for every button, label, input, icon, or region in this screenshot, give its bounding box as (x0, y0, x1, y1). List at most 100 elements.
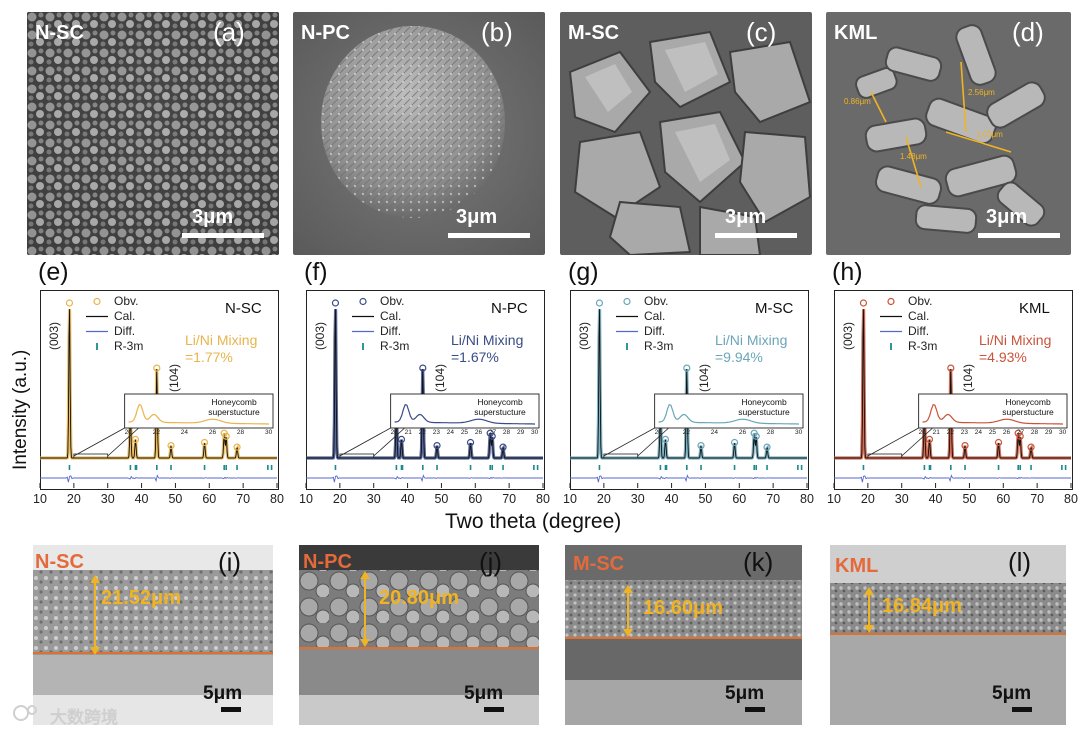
peak-label: (003) (841, 321, 856, 350)
inset-tick-label: 28 (766, 429, 775, 436)
zoom-guide (603, 427, 655, 457)
legend-entry: Obv. (86, 294, 143, 309)
inset-tick-label: 28 (236, 429, 245, 436)
legend-entry: R-3m (616, 339, 673, 354)
inset-tick-label: 20 (390, 429, 398, 436)
legend-label: Diff. (114, 324, 136, 338)
xs-sample-tag: KML (835, 555, 879, 577)
legend-label: Obv. (644, 294, 669, 308)
kml-measurement: 1.03μm (976, 130, 1003, 139)
observed-point (433, 442, 441, 450)
inset-tick-label: 27 (1016, 429, 1025, 436)
peak-label: (104) (166, 363, 181, 392)
inset-tick-label: 30 (795, 429, 803, 436)
legend-entry: Cal. (880, 309, 937, 324)
scale-bar (978, 233, 1060, 238)
inset-tick-label: 21 (932, 429, 940, 436)
sem-image-c (560, 12, 812, 255)
legend-label: Cal. (908, 309, 930, 323)
legend: Obv. Cal. Diff. R-3m (880, 294, 937, 354)
thickness-label: 16.60μm (643, 597, 724, 619)
inset-tick-label: 21 (404, 429, 412, 436)
legend: Obv. Cal. Diff. R-3m (86, 294, 143, 354)
sem-panel-d: KML (d) 0.86μm 1.48μm 2.56μm 1.03μm 3μm (826, 12, 1071, 255)
x-tick-label: 50 (168, 492, 183, 506)
observed-point (153, 364, 161, 372)
scale-bar (715, 233, 797, 238)
scale-bar (484, 707, 504, 712)
legend-label: Cal. (114, 309, 136, 323)
observed-point (925, 435, 934, 443)
scale-bar (221, 707, 241, 712)
xs-panel-j: N-PC (j) 20.80μm 5μm (299, 545, 539, 725)
legend-difference-icon (616, 324, 638, 339)
legend-label: R-3m (380, 339, 410, 353)
sample-name: N-PC (491, 300, 528, 317)
thickness-label: 21.52μm (101, 587, 182, 609)
kml-measurement: 2.56μm (968, 88, 995, 97)
x-tick-label: 60 (996, 492, 1011, 506)
scale-bar (745, 707, 765, 712)
legend-entry: R-3m (86, 339, 143, 354)
sem-sample-tag: N-PC (301, 22, 350, 44)
legend-entry: Obv. (352, 294, 409, 309)
legend-difference-icon (86, 324, 108, 339)
panel-letter: (c) (746, 17, 777, 47)
legend-observed-icon (352, 294, 374, 309)
legend-difference-icon (352, 324, 374, 339)
x-tick-label: 30 (100, 492, 115, 506)
mixing-value: =1.67% (451, 349, 499, 365)
panel-letter: (f) (304, 258, 328, 286)
interface-line (33, 652, 273, 654)
xs-panel-l: KML (l) 16.84μm 5μm (830, 545, 1066, 725)
inset-profile (658, 403, 799, 425)
sem-sample-tag: N-SC (35, 22, 84, 44)
legend-reflection-icon (616, 339, 638, 354)
x-axis-title: Two theta (degree) (445, 510, 622, 533)
inset-tick-label: 27 (488, 429, 497, 436)
inset-tick-label: 24 (446, 429, 455, 436)
inset-tick-label: 29 (1044, 429, 1053, 436)
observed-point (167, 442, 175, 450)
legend-reflection-icon (352, 339, 374, 354)
observed-point (961, 442, 969, 450)
watermark-logo-icon (13, 705, 37, 721)
observed-point (752, 432, 760, 440)
interface-line (830, 633, 1066, 635)
legend-label: R-3m (908, 339, 938, 353)
xs-sample-tag: M-SC (573, 553, 625, 575)
panel-letter: (i) (218, 547, 242, 577)
observed-point (200, 438, 209, 447)
xs-image-j (299, 545, 539, 725)
difference-curve (570, 474, 807, 483)
inset-tick-label: 23 (960, 429, 968, 436)
observed-point (1027, 443, 1035, 451)
legend-observed-icon (86, 294, 108, 309)
zoom-guide (901, 427, 933, 457)
scale-bar-label: 5μm (992, 683, 1032, 704)
inset-subtitle: superstucture (1002, 407, 1054, 417)
legend-entry: Cal. (616, 309, 673, 324)
inset-tick-label: 28 (1030, 429, 1039, 436)
difference-curve (834, 474, 1071, 483)
xs-image-k (565, 545, 802, 725)
x-tick-label: 80 (536, 492, 550, 506)
inset-tick-label: 26 (474, 429, 483, 436)
inset-tick-label: 24 (974, 429, 983, 436)
sem-sample-tag: M-SC (568, 22, 620, 44)
thickness-arrow (360, 571, 370, 647)
zoom-region (73, 453, 109, 459)
observed-point (730, 438, 739, 447)
legend-entry: Diff. (880, 324, 937, 339)
zoom-region (867, 453, 903, 459)
zoom-guide (339, 427, 391, 457)
legend-reflection-icon (86, 339, 108, 354)
observed-point (994, 438, 1003, 447)
legend-observed-icon (616, 294, 638, 309)
zoom-guide (373, 427, 405, 457)
inset-profile (922, 403, 1063, 425)
thickness-arrow (864, 587, 874, 633)
zoom-guide (107, 427, 139, 457)
x-tick-label: 50 (962, 492, 977, 506)
sem-panel-c: M-SC (c) 3μm (560, 12, 812, 255)
